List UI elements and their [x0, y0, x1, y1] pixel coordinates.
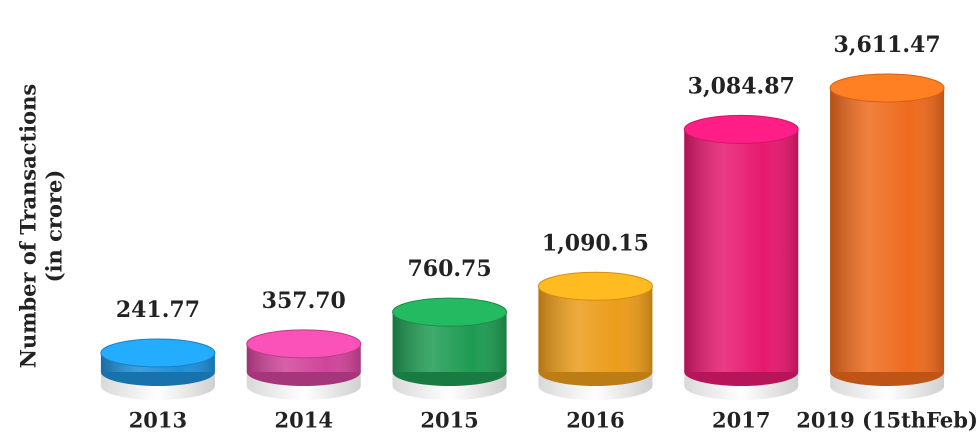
value-label: 3,611.47	[833, 32, 940, 58]
x-tick-label: 2016	[566, 408, 624, 433]
bar-shine	[684, 129, 798, 372]
bar-top	[101, 339, 215, 367]
x-tick-label: 2013	[129, 408, 187, 433]
bar-top	[684, 115, 798, 143]
bar-top	[247, 330, 361, 358]
y-axis-label: Number of Transactions	[16, 84, 41, 368]
value-label: 241.77	[116, 297, 200, 323]
bar-top	[538, 272, 652, 300]
x-tick-label: 2019 (15thFeb)	[796, 408, 978, 433]
x-tick-label: 2014	[275, 408, 333, 433]
value-label: 760.75	[407, 256, 491, 282]
bar-shine	[830, 88, 944, 372]
bar-top	[393, 298, 507, 326]
bar-top	[830, 74, 944, 102]
chart: Number of Transactions (in crore) 241.77…	[0, 0, 979, 439]
value-label: 357.70	[262, 288, 346, 314]
value-label: 3,084.87	[688, 73, 795, 99]
value-label: 1,090.15	[542, 230, 649, 256]
x-tick-label: 2015	[420, 408, 478, 433]
x-tick-label: 2017	[712, 408, 770, 433]
y-axis-label: (in crore)	[42, 170, 67, 283]
